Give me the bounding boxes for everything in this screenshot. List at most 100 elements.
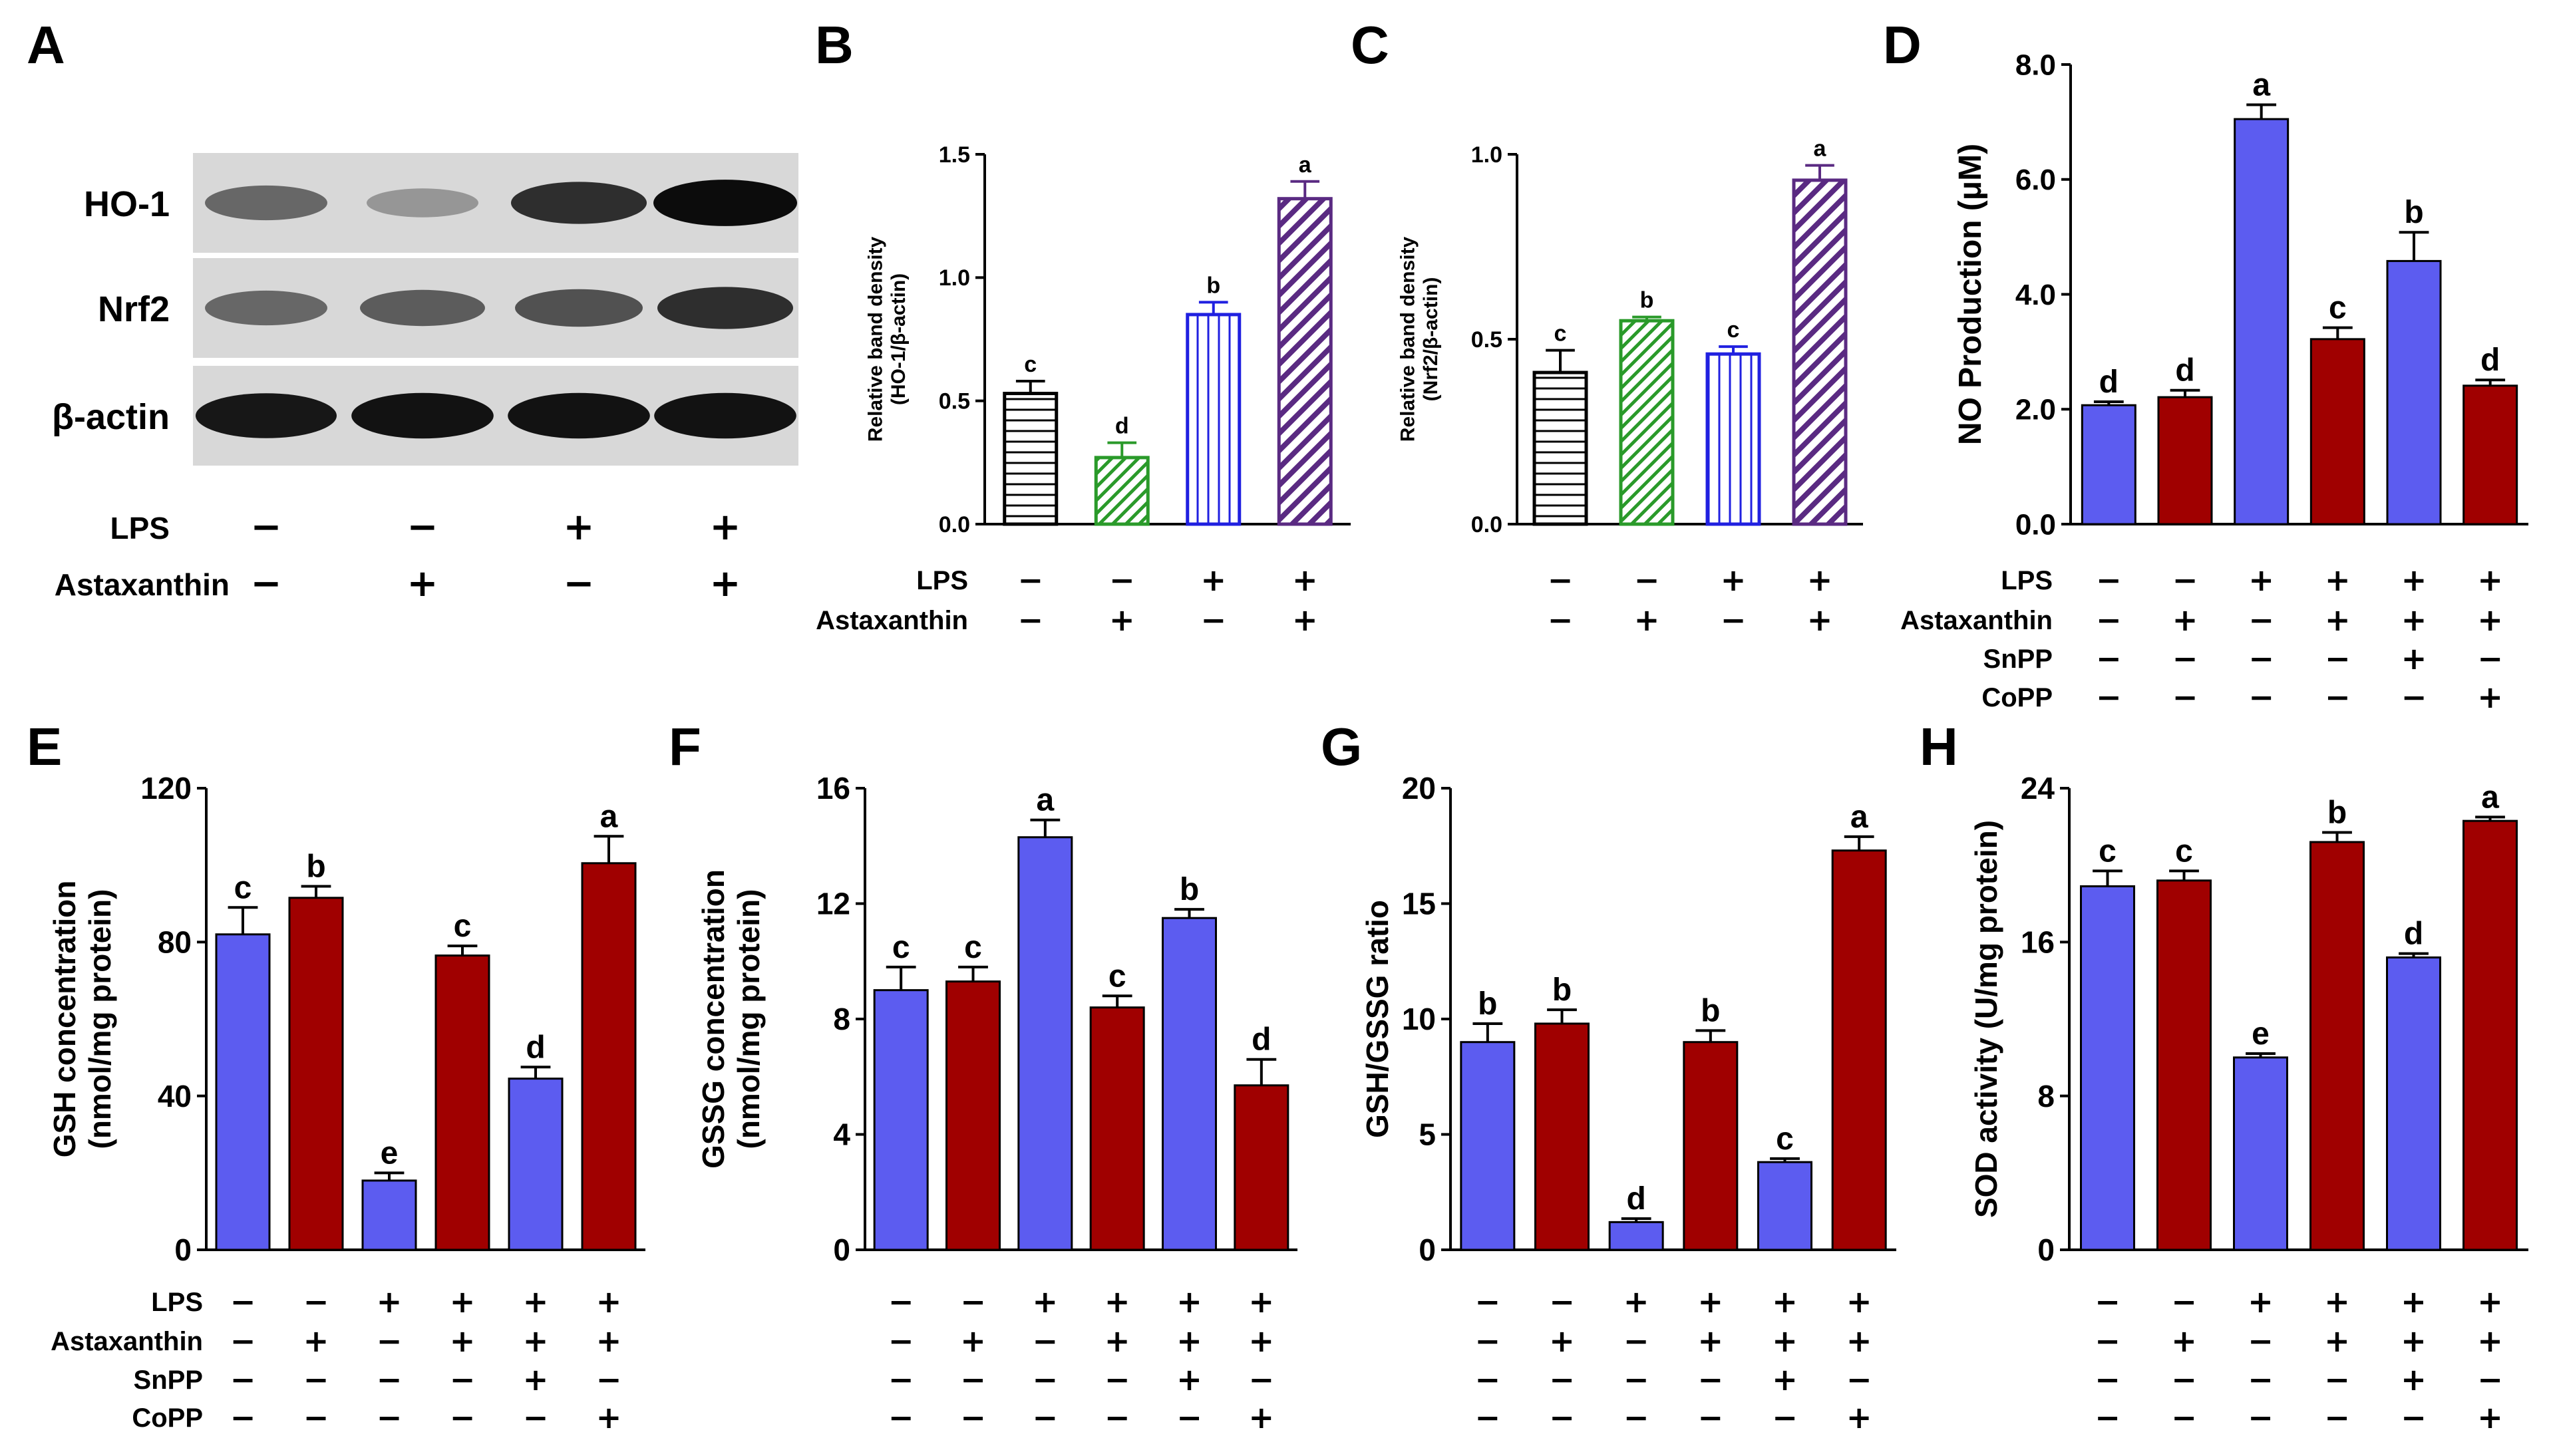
y-tick-label: 40 [158,1079,192,1113]
blot-sign: + [710,506,741,549]
condition-sign: − [2401,1399,2427,1435]
significance-letter: b [1180,872,1199,907]
significance-letter: c [234,870,252,905]
bar [1089,1006,1145,1251]
y-tick-label: 6.0 [2015,164,2056,196]
bar [1277,197,1333,526]
condition-sign: + [2401,562,2427,598]
y-tick-label: 0 [1419,1233,1436,1267]
blot-band [205,185,327,221]
condition-label: SnPP [1983,645,2053,674]
condition-sign: − [2095,1284,2121,1320]
significance-letter: d [1252,1022,1271,1058]
condition-sign: − [1109,562,1135,598]
significance-letter: c [1727,317,1740,343]
condition-sign: − [2096,562,2122,598]
bar [1534,1022,1590,1251]
blot-band [657,287,793,329]
y-tick-label: 1.0 [1471,142,1502,168]
significance-letter: a [2252,67,2270,102]
panel-letter-a: A [27,15,65,74]
condition-sign: − [1698,1399,1724,1435]
bar [1094,456,1150,526]
condition-sign: + [1292,562,1318,598]
significance-letter: d [1115,414,1129,439]
condition-sign: + [596,1399,622,1435]
y-tick-label: 16 [816,771,850,805]
condition-sign: − [960,1284,986,1320]
condition-sign: + [1033,1284,1059,1320]
condition-sign: − [1623,1323,1649,1359]
y-tick-label: 0.5 [939,389,970,414]
blot-label-0: HO-1 [84,184,170,224]
y-axis-title-line: GSH/GSSG ratio [1360,900,1395,1138]
blot-band [196,393,337,438]
blot-conditions: LPS − − + +Astaxanthin − + − + [55,506,741,605]
condition-sign: − [2324,1399,2350,1435]
condition-sign: + [523,1284,549,1320]
significance-letter: c [2329,291,2347,326]
significance-letter: c [1108,958,1126,994]
condition-sign: − [888,1362,914,1397]
condition-sign: + [1109,602,1135,638]
condition-sign: + [2324,1284,2350,1320]
condition-sign: − [2248,641,2274,676]
bar [1162,917,1217,1251]
panel-h-chart: H 0 8 16 24 SOD activity (U/mg protein) c c e b d a… [1920,717,2528,1435]
condition-sign: + [1846,1284,1872,1320]
condition-sign: − [2248,1362,2274,1397]
condition-sign: + [2401,1284,2427,1320]
significance-letter: b [2404,195,2423,230]
blot-strips [193,153,798,466]
significance-letter: c [1024,352,1037,377]
condition-sign: + [2324,1323,2350,1359]
condition-sign: + [2401,1362,2427,1397]
bar [2309,338,2365,525]
bar [2386,259,2442,525]
y-tick-label: 120 [140,771,192,805]
condition-sign: − [1549,1284,1575,1320]
condition-sign: − [450,1362,476,1397]
condition-sign: − [2325,641,2351,676]
condition-sign: − [1033,1323,1059,1359]
significance-letter: c [1554,321,1567,347]
condition-sign: − [230,1362,256,1397]
y-axis-title: Relative band density(Nrf2/β-actin) [1397,236,1443,442]
blot-sign: + [407,562,438,605]
bar [1608,1221,1664,1251]
condition-sign: + [450,1284,476,1320]
condition-label: LPS [151,1288,203,1317]
condition-sign: − [2477,1362,2503,1397]
panel-letter-d: D [1883,15,1922,74]
condition-sign: + [2248,562,2274,598]
bar [1234,1084,1289,1251]
condition-sign: + [1176,1284,1202,1320]
condition-sign: + [596,1323,622,1359]
bar [2080,885,2135,1251]
panel-letter-c: C [1351,15,1389,74]
condition-sign: + [1623,1284,1649,1320]
condition-sign: + [450,1323,476,1359]
bar [2234,118,2290,525]
significance-letter: b [1206,273,1220,298]
bar [2463,819,2518,1251]
condition-sign: + [1846,1399,1872,1435]
bar [873,989,929,1251]
condition-sign: − [1549,1362,1575,1397]
bar [2157,396,2213,525]
bar [1532,370,1588,526]
condition-sign: + [1807,562,1833,598]
y-axis-title: GSH concentration(nmol/mg protein) [47,881,117,1158]
bar [1460,1041,1516,1251]
blot-band [508,392,650,439]
significance-letter: b [2327,796,2347,831]
condition-sign: + [1105,1284,1130,1320]
condition-sign: − [2401,679,2427,715]
y-tick-label: 1.5 [939,142,970,168]
significance-letter: a [2481,780,2499,815]
significance-letter: a [1036,783,1054,818]
condition-sign: − [596,1362,622,1397]
bar [2463,384,2518,525]
significance-letter: c [892,930,910,965]
